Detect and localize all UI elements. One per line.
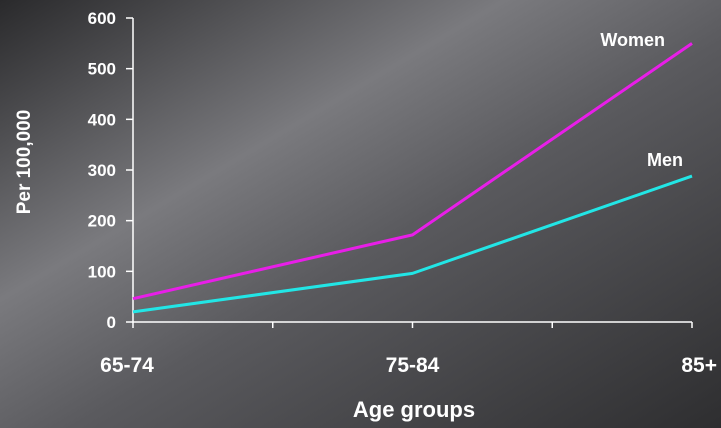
- y-tick-label: 300: [88, 161, 116, 180]
- series-line-women: [132, 42, 693, 301]
- y-tick-label: 0: [107, 313, 116, 332]
- y-tick-label: 200: [88, 212, 116, 231]
- series-labels: Women Men: [600, 30, 683, 170]
- series-label-women: Women: [600, 30, 665, 50]
- series-lines: [132, 42, 693, 314]
- x-axis-title: Age groups: [353, 397, 475, 422]
- series-line-men: [132, 174, 693, 314]
- x-tick-label: 65-74: [100, 354, 154, 377]
- y-tick-label: 100: [88, 262, 116, 281]
- x-tick-label: 85+: [681, 354, 717, 377]
- y-tick-label: 500: [88, 60, 116, 79]
- axes: [126, 17, 693, 328]
- series-label-men: Men: [647, 150, 683, 170]
- y-tick-label: 400: [88, 110, 116, 129]
- y-tick-label: 600: [88, 9, 116, 28]
- x-tick-label: 75-84: [386, 354, 440, 377]
- x-tick-labels: 65-74 75-84 85+: [100, 354, 717, 377]
- y-axis-title: Per 100,000: [14, 110, 35, 215]
- y-tick-labels: 0 100 200 300 400 500 600: [88, 9, 116, 332]
